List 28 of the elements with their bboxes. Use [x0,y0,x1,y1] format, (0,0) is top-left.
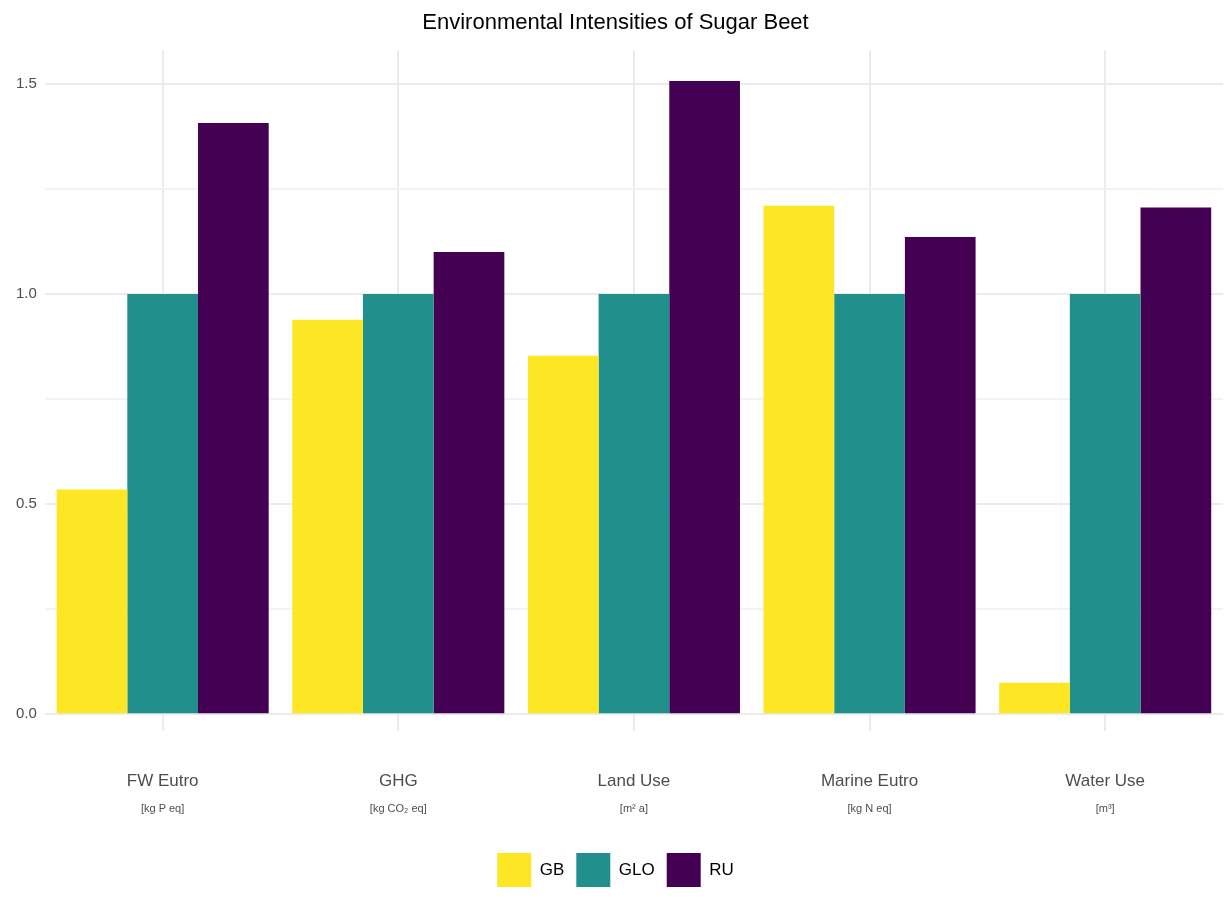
legend-label: GB [539,859,565,879]
bar [56,489,128,714]
bar [362,294,434,714]
x-tick-label: FW Eutro [kg P eq] [126,771,199,814]
x-tick-label: Water Use [m³] [1065,771,1146,814]
bar [999,682,1070,714]
y-tick-label: 1.0 [15,284,37,302]
x-tick-label: Marine Eutro [kg N eq] [820,771,919,814]
bar [127,294,199,714]
bar [527,355,599,714]
bar [292,319,363,714]
bar [669,81,740,714]
bar [1140,207,1212,714]
legend-label: RU [709,859,734,879]
x-tick-label: GHG [kg CO₂ eq] [369,771,427,814]
bar [834,294,905,714]
chart-title: Environmental Intensities of Sugar Beet [422,9,809,35]
y-tick-label: 1.5 [15,74,37,92]
y-tick-label: 0.5 [15,494,37,512]
y-tick-label: 0.0 [15,704,37,722]
bar [763,205,835,714]
bar [1069,294,1141,714]
bar [433,252,505,714]
bar [904,236,976,714]
x-tick-label: Land Use [m² a] [597,771,671,814]
bar [598,294,670,714]
bar [198,123,269,714]
legend-label: GLO [618,859,655,879]
